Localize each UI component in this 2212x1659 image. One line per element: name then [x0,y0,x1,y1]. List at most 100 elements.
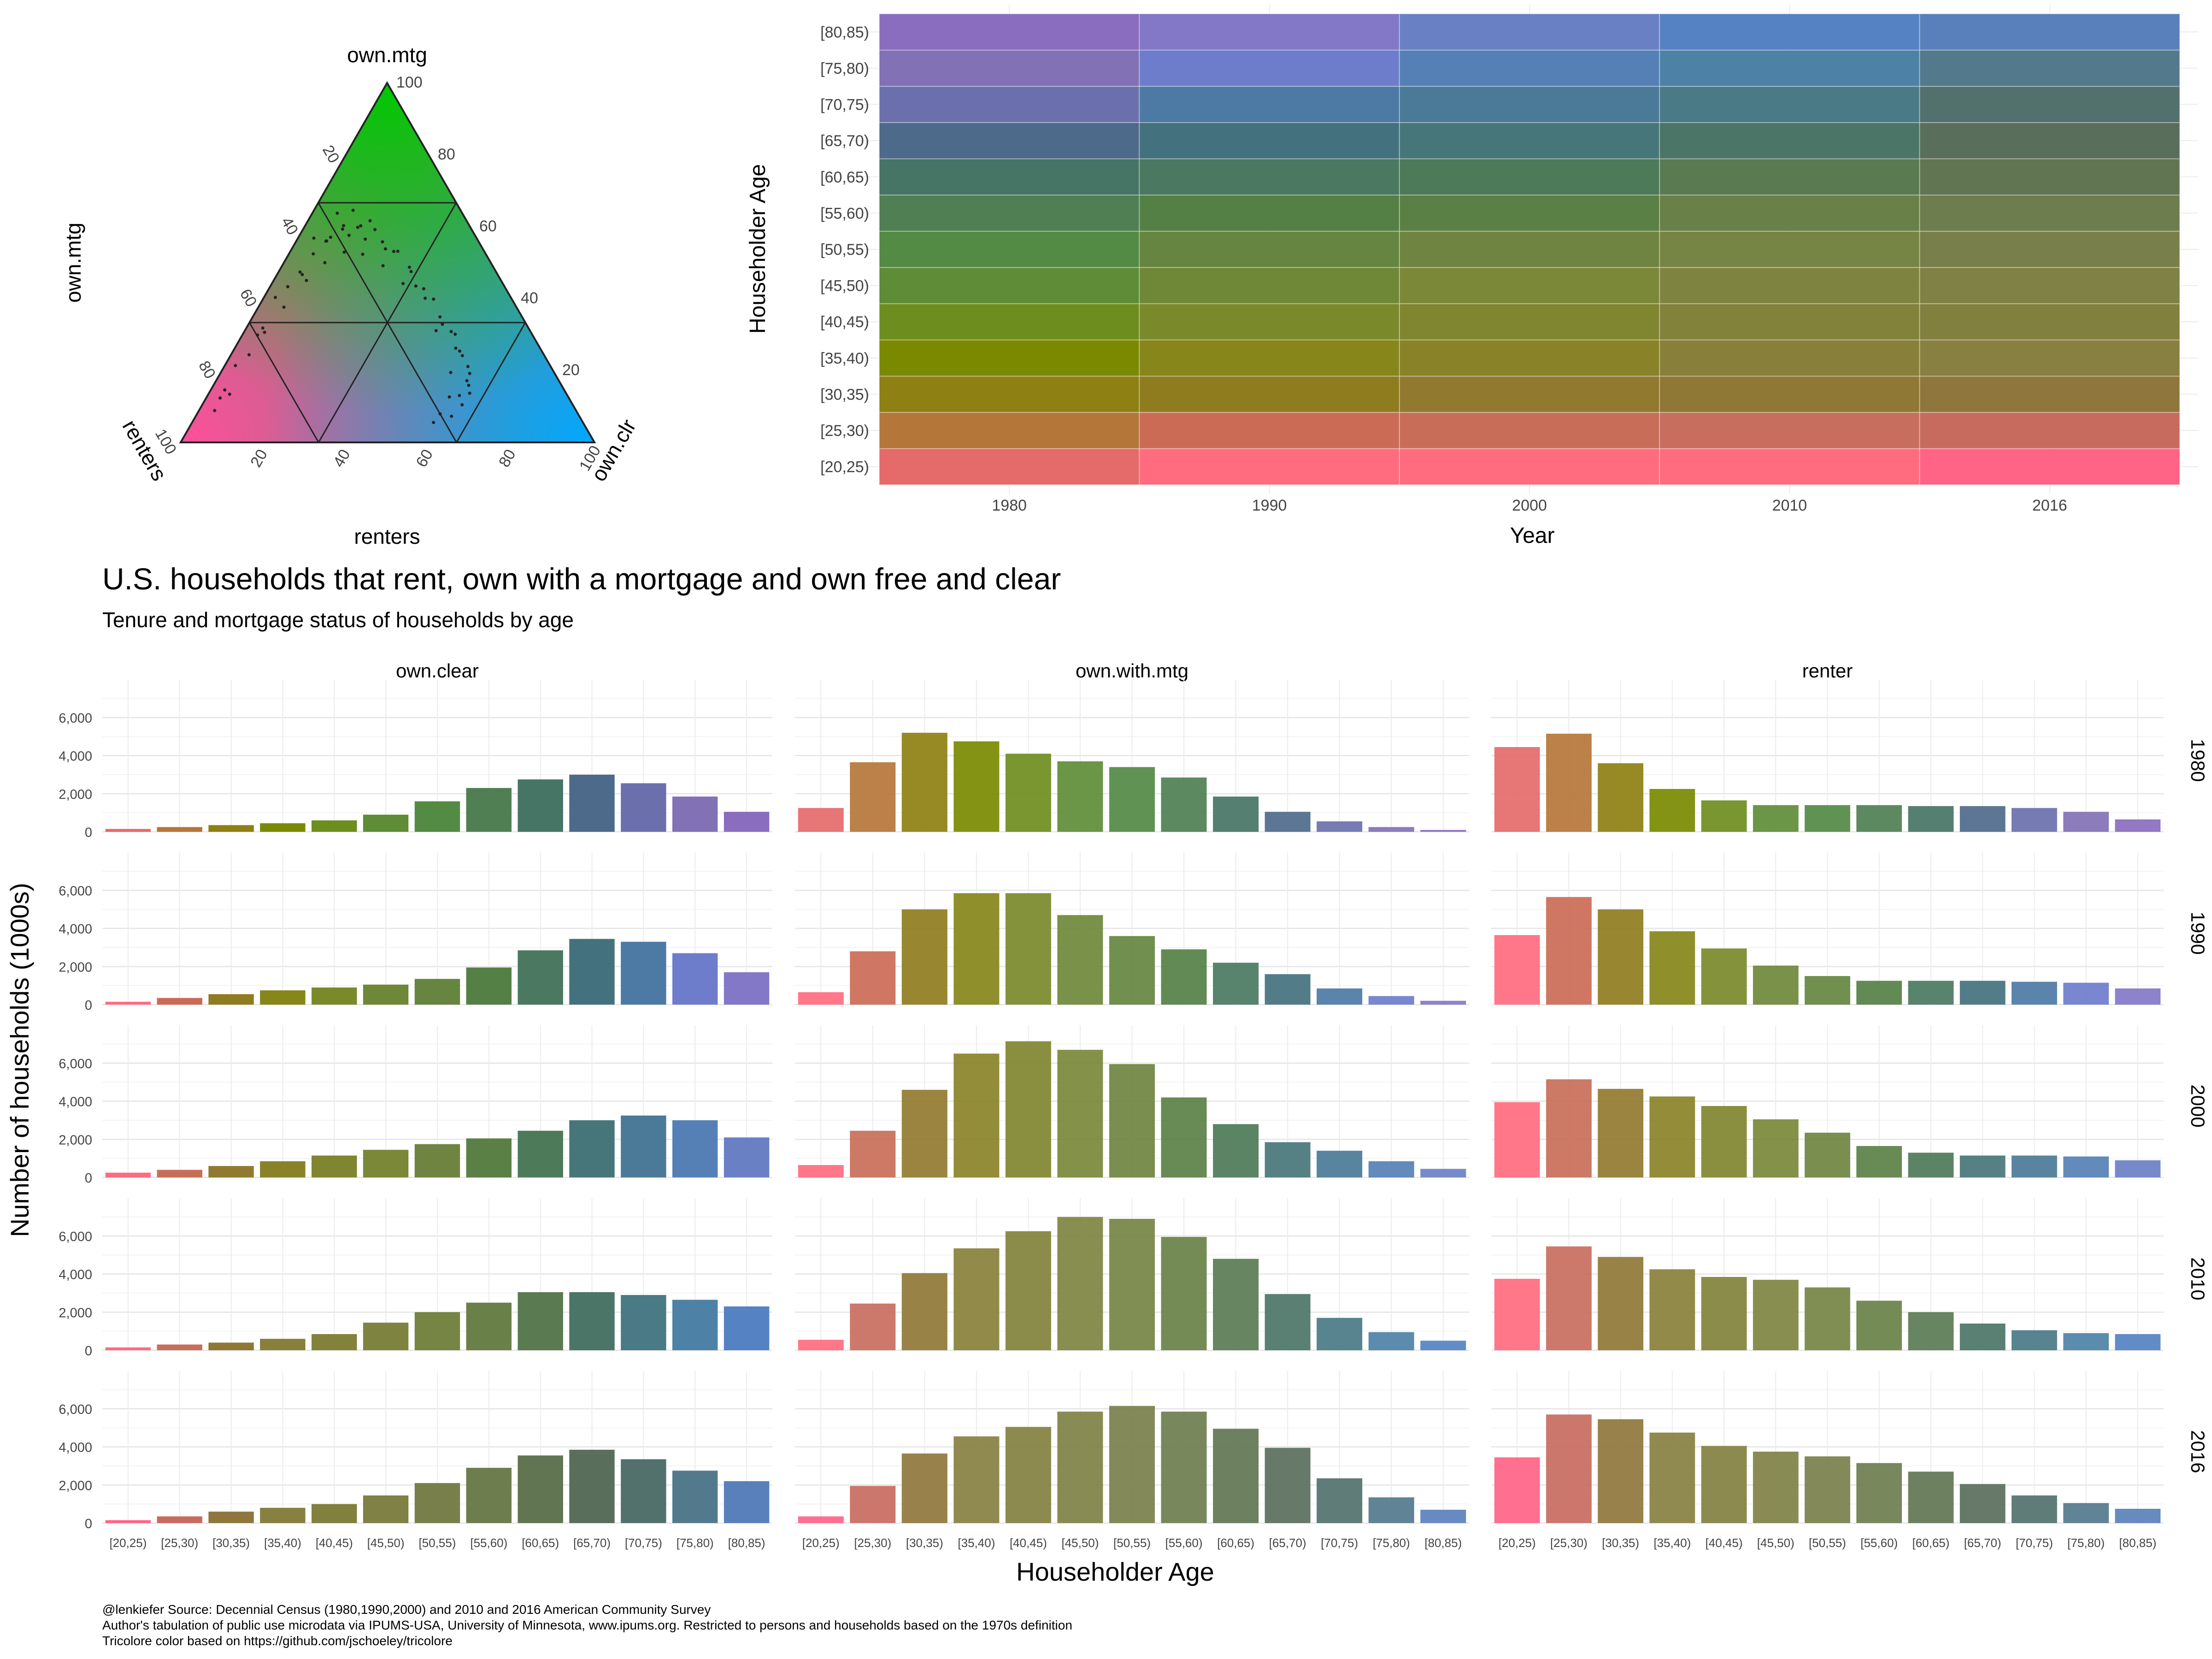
ternary-point [453,332,457,336]
bar [1057,1412,1103,1523]
ternary-point [323,261,327,265]
heatmap-cell [879,448,1140,486]
heatmap-cell [1139,158,1400,196]
x-tick-label: [60,65) [522,1536,559,1550]
heatmap-y-tick: [25,30) [820,422,869,440]
ternary-point [432,421,435,424]
bar-panel: 0 2,000 4,000 6,000 [59,1025,772,1186]
bars-y-axis-title: Number of households (1000s) [5,883,34,1237]
bar [105,1347,151,1350]
x-tick-label: [55,60) [1165,1536,1203,1550]
bar [1057,1217,1103,1350]
bar [414,1483,460,1523]
heatmap-cell [1399,158,1660,196]
bar [1805,1287,1850,1350]
bar [1213,796,1259,832]
bar [312,1334,357,1350]
bar [569,1449,615,1523]
x-tick-label: [35,40) [958,1536,995,1550]
bar [363,1323,409,1350]
bar [1649,789,1695,832]
facet-title-renter: renter [1802,660,1853,682]
heatmap-cell [1399,194,1660,232]
heatmap-cell [1919,13,2181,51]
bar [1420,830,1466,832]
bar [798,1516,844,1523]
bar [1368,1332,1414,1350]
bar [1649,1269,1695,1350]
bar [1753,805,1799,832]
ternary-point [449,371,453,374]
ternary-tick: 60 [412,447,436,471]
bar [312,1155,357,1177]
bar [1959,981,2006,1005]
bar [1420,1000,1466,1005]
heatmap-cell [1659,376,1920,413]
bar [1546,1414,1592,1523]
bar [1598,909,1643,1005]
heatmap-cell [1659,412,1920,449]
ternary-tick: 40 [330,447,354,471]
bar [1317,1478,1363,1523]
ternary-point [468,371,471,375]
bar [1908,806,1954,832]
bar [518,1455,563,1523]
ternary-point [468,391,471,395]
bar [1546,734,1592,832]
bar [953,1436,1000,1523]
heatmap-cell [1139,303,1400,341]
bar [1701,800,1747,832]
bar [953,893,1000,1005]
bar [621,1295,666,1350]
bar [1420,1169,1466,1177]
bar [798,808,844,832]
y-tick-label: 0 [85,1517,92,1531]
bar [953,1248,1000,1350]
bar [1265,812,1311,832]
bar-panel: 0 2,000 4,000 6,000 [59,680,772,840]
bar [724,812,770,832]
heatmap-cells [879,13,2181,486]
bar [208,825,254,832]
x-tick-label: [80,85) [1424,1536,1462,1550]
bar [1213,1124,1259,1177]
heatmap-cell [1399,49,1660,87]
heatmap-x-axis-title: Year [1510,524,1555,548]
bar [2012,1495,2057,1523]
heatmap-cell [1399,339,1660,377]
bar [672,796,718,832]
heatmap-cell [1919,230,2181,268]
heatmap-cell [1659,448,1920,486]
x-tick-label: [70,75) [625,1536,662,1550]
ternary-point [438,412,442,416]
ternary-point [234,364,237,367]
x-tick-label: [50,55) [1113,1536,1151,1550]
heatmap-cell [1139,267,1400,304]
bar [1161,1412,1207,1523]
bar [569,775,615,832]
bar-panel [1491,1371,2164,1524]
x-tick-label: [30,35) [212,1536,250,1550]
bar [1856,1300,1902,1350]
ternary-point [213,409,217,412]
ternary-grid-line [318,202,457,443]
row-facet-label-2000: 2000 [2187,1084,2209,1127]
ternary-point [438,315,442,319]
y-tick-label: 4,000 [59,1268,92,1282]
bar [1753,1119,1799,1177]
heatmap-cell [1399,13,1660,51]
x-tick-label: [40,45) [1010,1536,1047,1550]
bar-panel [795,1198,1469,1351]
x-tick-label: [45,50) [367,1536,405,1550]
heatmap-y-tick: [80,85) [820,24,869,41]
ternary-tick: 80 [495,447,519,471]
source-caption: @lenkiefer Source: Decennial Census (198… [102,1602,1072,1649]
bar [1856,981,1902,1005]
bar [1959,1324,2006,1350]
bar [1494,935,1540,1005]
ternary-point [347,234,351,237]
heatmap-cell [879,339,1140,377]
y-tick-label: 2,000 [59,960,92,975]
bar [1598,1419,1643,1523]
facet-title-own-clear: own.clear [396,660,479,682]
